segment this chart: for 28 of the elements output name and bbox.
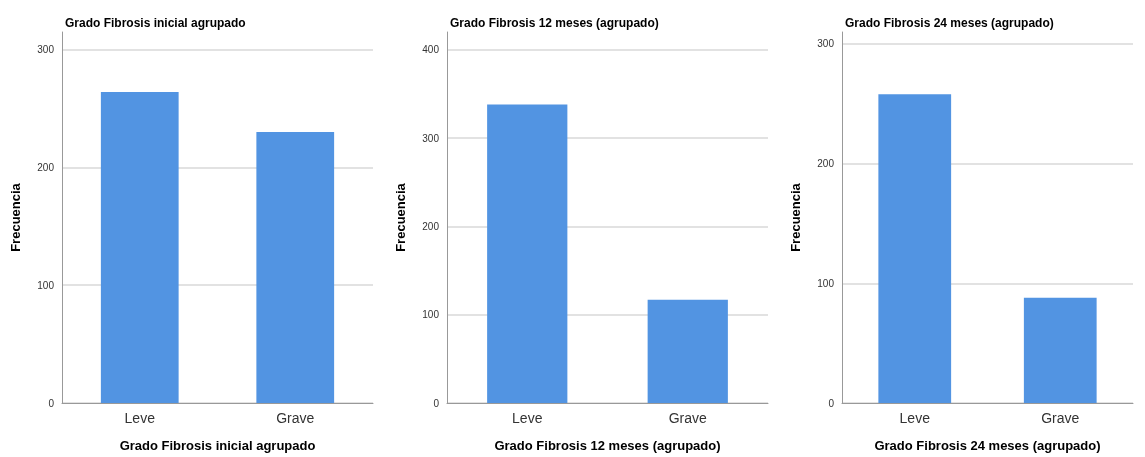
x-axis-title: Grado Fibrosis 24 meses (agrupado) [874,438,1101,453]
y-tick-label: 200 [817,158,835,170]
x-tick-label: Leve [124,410,156,426]
x-tick-label: Leve [899,410,931,426]
y-tick-label: 300 [817,38,835,50]
x-tick-label: Grave [276,410,315,426]
x-tick-label: Grave [668,410,708,426]
y-tick-label: 100 [37,279,55,291]
x-axis-title: Grado Fibrosis 12 meses (agrupado) [494,438,721,453]
y-axis-title: Frecuencia [393,182,408,252]
x-tick-label: Leve [512,410,543,426]
chart-title: Grado Fibrosis 24 meses (agrupado) [845,16,1054,30]
y-tick-label: 0 [48,397,55,409]
y-tick-label: 100 [422,309,440,321]
y-tick-label: 200 [37,161,55,173]
y-tick-label: 0 [433,397,440,409]
x-axis-title: Grado Fibrosis inicial agrupado [119,438,316,453]
y-tick-label: 200 [422,220,440,232]
y-tick-label: 300 [422,132,440,144]
y-axis-title: Frecuencia [788,182,803,252]
chart-title: Grado Fibrosis 12 meses (agrupado) [450,16,659,30]
y-tick-label: 0 [828,397,835,409]
y-axis-title: Frecuencia [8,182,23,252]
y-tick-label: 100 [817,277,835,289]
y-tick-label: 300 [37,44,55,56]
x-tick-label: Grave [1041,410,1080,426]
chart-title: Grado Fibrosis inicial agrupado [65,16,246,30]
y-tick-label: 400 [422,44,440,56]
